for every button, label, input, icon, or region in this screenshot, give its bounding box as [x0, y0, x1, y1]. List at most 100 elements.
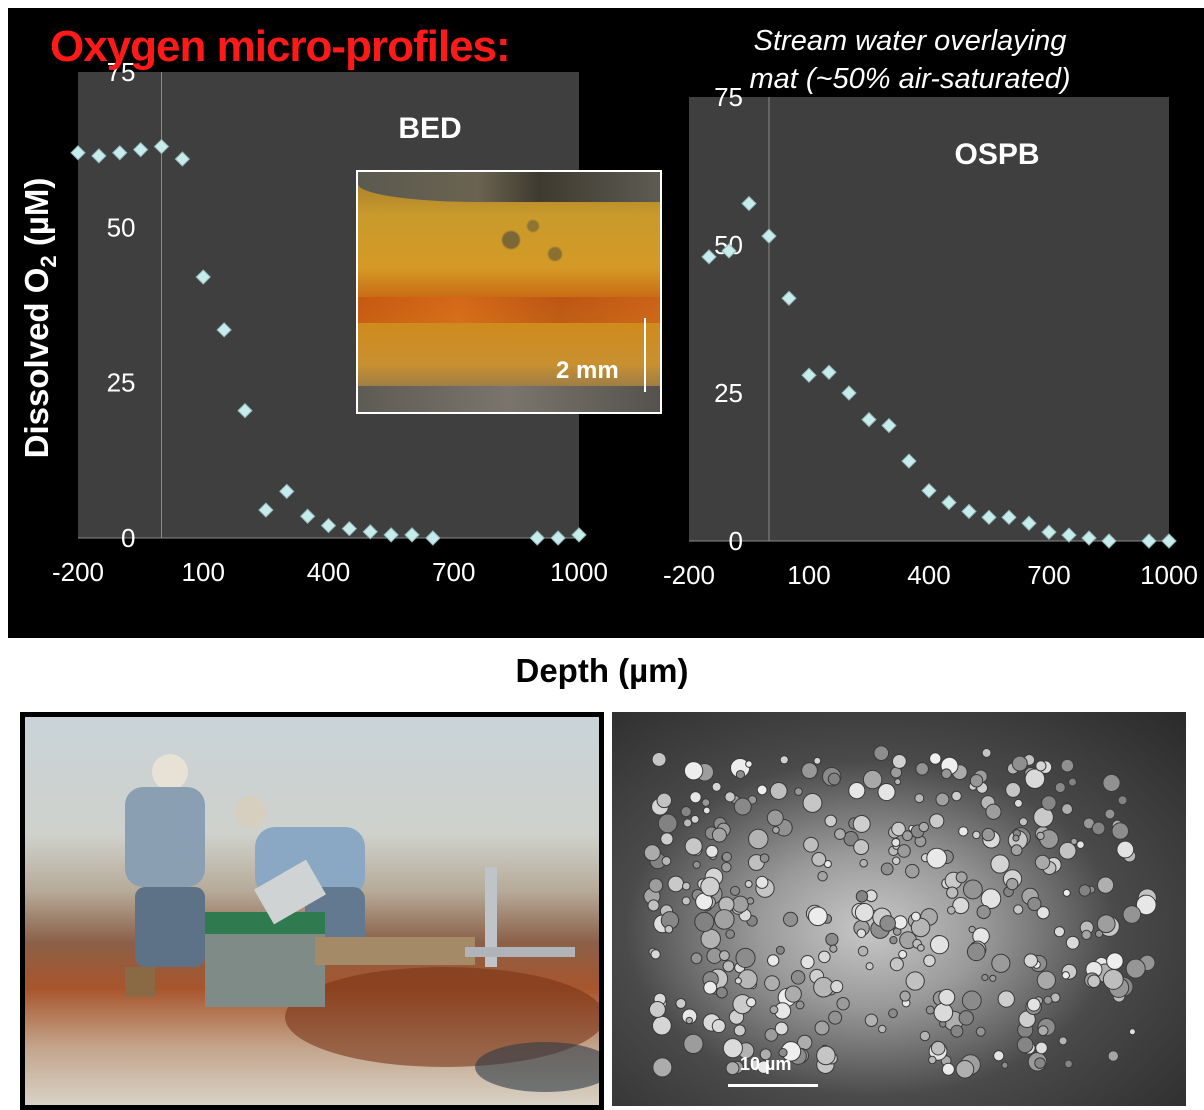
sem-particle	[1078, 884, 1091, 897]
sem-particle	[1005, 782, 1022, 798]
bed-data-point	[112, 145, 128, 161]
inset-spots	[478, 212, 588, 282]
inset-scale-bar	[644, 318, 646, 392]
bed-data-point	[70, 145, 86, 161]
sem-particle	[877, 1024, 887, 1034]
ospb-data-point	[741, 195, 757, 212]
sem-particle	[981, 748, 992, 758]
sem-particle	[905, 971, 925, 991]
sem-particle	[731, 895, 749, 913]
sem-particle	[854, 902, 874, 923]
ospb-data-point	[1101, 533, 1117, 549]
sem-particle	[1102, 969, 1124, 990]
sem-particle	[690, 814, 700, 824]
sem-particle	[683, 761, 704, 781]
sem-particle	[764, 1028, 779, 1042]
sem-particle	[962, 879, 983, 900]
sem-particle	[1036, 906, 1050, 920]
bed-data-point	[571, 527, 587, 543]
sem-particle	[917, 943, 925, 952]
sem-particle	[661, 856, 672, 866]
bed-data-point	[237, 402, 253, 419]
sem-particle	[941, 768, 952, 780]
sem-particle	[683, 1033, 704, 1054]
sem-particle	[857, 945, 869, 957]
subtitle-line-2: mat (~50% air-saturated)	[749, 63, 1071, 95]
bed-data-point	[383, 527, 399, 543]
bed-data-point	[258, 502, 274, 518]
bed-data-point	[91, 148, 107, 164]
ospb-x-tick-label: 1000	[1140, 560, 1198, 590]
sem-particle	[1064, 1059, 1073, 1069]
sem-particle	[746, 897, 755, 905]
sem-particle	[1054, 781, 1066, 794]
sem-particle	[794, 787, 803, 796]
sem-particle	[1058, 1036, 1068, 1046]
sem-scale-label: 10 µm	[740, 1054, 792, 1074]
ospb-data-point	[721, 243, 737, 259]
sem-particle	[755, 875, 769, 889]
sem-particle	[888, 1008, 898, 1019]
ospb-data-point	[761, 228, 777, 244]
sem-particle	[981, 827, 995, 842]
inset-dark-top	[358, 172, 660, 202]
sem-particle	[811, 851, 827, 867]
bed-data-point	[404, 527, 420, 543]
ospb-data-point	[981, 509, 997, 526]
sem-particle	[734, 977, 742, 985]
sem-particle	[990, 854, 1010, 874]
sem-particle	[1012, 834, 1020, 842]
sem-particle	[769, 1005, 779, 1015]
sem-particle	[667, 875, 685, 893]
sem-particle	[813, 756, 822, 765]
sem-particle	[800, 954, 815, 970]
sem-particle	[1001, 1061, 1009, 1069]
sem-particle	[816, 1045, 836, 1066]
sem-particle	[721, 851, 732, 863]
ospb-data-point	[1081, 530, 1097, 546]
sem-scale-bar	[728, 1084, 818, 1087]
sem-particle	[643, 844, 661, 862]
ospb-y-tick-label: 75	[714, 82, 743, 112]
sem-particle	[1011, 755, 1028, 772]
sem-particle	[656, 792, 672, 809]
sem-particle	[795, 1000, 805, 1010]
sem-particle	[648, 878, 664, 893]
ospb-x-tick-label: 100	[787, 560, 830, 590]
sem-particle	[1081, 929, 1092, 940]
sem-particle	[980, 888, 1002, 909]
sem-particle	[1034, 1057, 1046, 1069]
sem-particle	[814, 1020, 830, 1036]
sem-particle	[958, 826, 969, 837]
sem-particle	[935, 792, 950, 807]
sem-particle	[865, 962, 874, 971]
ospb-data-point	[961, 503, 977, 520]
sem-particle	[756, 784, 768, 796]
sem-particle	[968, 925, 976, 934]
bed-data-point	[174, 151, 191, 167]
sem-particle	[681, 896, 691, 906]
sem-particle	[915, 762, 929, 776]
bed-data-point	[550, 530, 566, 546]
sem-particle	[938, 988, 956, 1006]
ospb-data-point	[781, 290, 797, 306]
sem-particle	[848, 782, 866, 800]
sem-particle	[1106, 952, 1124, 970]
sem-particle	[1091, 821, 1106, 836]
sem-particle	[1023, 953, 1038, 968]
ospb-data-point	[901, 453, 917, 469]
bed-y-tick-label: 50	[107, 212, 136, 242]
sem-particle	[1061, 803, 1074, 815]
bed-y-tick-label: 25	[107, 368, 136, 398]
sem-particle	[1096, 914, 1116, 934]
sem-particle	[975, 1026, 986, 1037]
sem-particle	[1122, 905, 1142, 924]
sem-particle	[955, 1059, 975, 1079]
sem-particle	[1036, 970, 1056, 990]
bed-x-tick-label: 100	[182, 557, 225, 587]
sem-particle	[989, 974, 997, 982]
sem-particle	[898, 949, 908, 959]
ospb-data-point	[921, 482, 937, 499]
sem-particle	[808, 906, 828, 927]
sem-particle	[991, 953, 1011, 973]
